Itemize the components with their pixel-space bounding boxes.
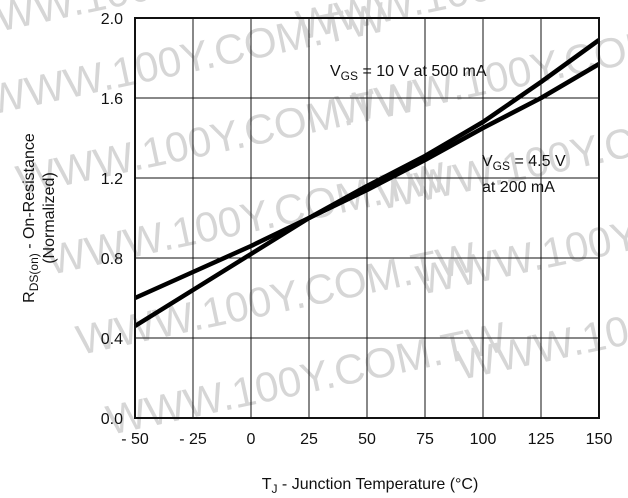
- x-tick-label: 25: [300, 431, 318, 448]
- y-tick-label: 2.0: [101, 11, 123, 28]
- series-label-4-5v: VGS = 4.5 V: [482, 153, 566, 173]
- plot-frame: [134, 17, 600, 419]
- x-tick-label: 100: [470, 431, 497, 448]
- x-tick-label: - 25: [179, 431, 207, 448]
- series-layer: [133, 38, 601, 328]
- series-line-vgs-10v: [133, 38, 601, 328]
- series-line-vgs-4-5v: [134, 62, 601, 301]
- x-axis-label: TJ - Junction Temperature (°C): [262, 476, 479, 496]
- x-tick-label: 0: [247, 431, 256, 448]
- x-tick-label: - 50: [121, 431, 149, 448]
- series-label-4-5v-line2: at 200 mA: [482, 179, 555, 196]
- y-axis-label: RDS(on) - On-Resistance (Normalized): [21, 133, 58, 303]
- x-tick-label: 75: [416, 431, 434, 448]
- y-tick-label: 0.0: [101, 411, 123, 428]
- x-tick-label: 125: [528, 431, 555, 448]
- watermark-layer: WWW.100Y.COM.TWWWW.100Y.COM.TWWWW.100Y.C…: [0, 0, 628, 444]
- x-tick-label: 150: [586, 431, 613, 448]
- tick-labels: - 50 - 25 0 25 50 75 100 125 150 0.0 0.4 0.8 1.2 1.6 2…: [101, 11, 613, 448]
- svg-text:(Normalized): (Normalized): [41, 172, 58, 264]
- series-label-10v: VGS = 10 V at 500 mA: [330, 63, 487, 83]
- x-tick-label: 50: [358, 431, 376, 448]
- svg-text:RDS(on) - On-Resistance: RDS(on) - On-Resistance: [21, 133, 41, 303]
- y-tick-label: 1.6: [101, 91, 123, 108]
- y-tick-label: 0.4: [101, 331, 123, 348]
- y-tick-label: 0.8: [101, 251, 123, 268]
- y-tick-label: 1.2: [101, 171, 123, 188]
